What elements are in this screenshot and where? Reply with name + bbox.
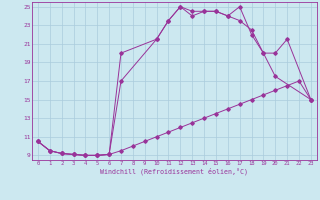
- X-axis label: Windchill (Refroidissement éolien,°C): Windchill (Refroidissement éolien,°C): [100, 168, 248, 175]
